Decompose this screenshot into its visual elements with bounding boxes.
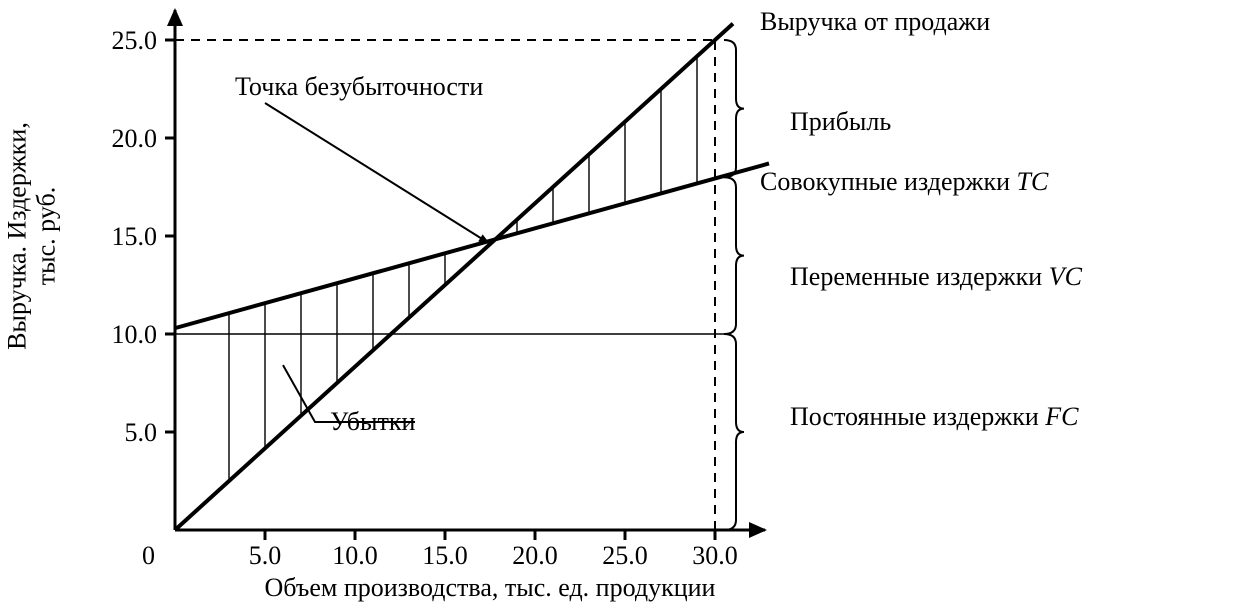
break-even-label: Точка безубыточности [235, 72, 483, 101]
profit-label: Прибыль [790, 107, 891, 136]
break-even-chart: { "canvas": { "width": 1253, "height": 6… [0, 0, 1253, 609]
x-axis-title: Объем производства, тыс. ед. продукции [265, 573, 716, 602]
y-axis-arrow-icon [167, 8, 183, 26]
x-tick-label: 10.0 [332, 541, 378, 570]
fc: Постоянные издержки FC [790, 402, 1079, 431]
origin-label: 0 [142, 541, 155, 570]
y-tick-label: 10.0 [112, 320, 158, 349]
x-tick-label: 20.0 [512, 541, 558, 570]
x-tick-label: 25.0 [602, 541, 648, 570]
x-axis-arrow-icon [749, 522, 767, 538]
fc_brace [724, 334, 744, 530]
x-tick-label: 30.0 [692, 541, 738, 570]
x-tick-label: 15.0 [422, 541, 468, 570]
break-even-pointer [265, 103, 490, 244]
total_cost: Совокупные издержки ТС [760, 167, 1049, 196]
y-axis-title: Выручка. Издержки,тыс. руб. [3, 122, 61, 350]
chart-svg: 5.0 10.0 15.0 20.0 25.0 5.0 10.0 15.0 20.0 25.0 30… [0, 0, 1253, 609]
y-tick-label: 25.0 [112, 26, 158, 55]
x-tick-label: 5.0 [249, 541, 282, 570]
y-tick-label: 20.0 [112, 124, 158, 153]
y-tick-label: 15.0 [112, 222, 158, 251]
revenue-label: Выручка от продажи [760, 7, 990, 36]
total-cost-line [175, 163, 769, 328]
profit_brace [724, 40, 744, 177]
vc: Переменные издержки VC [790, 262, 1083, 291]
y-tick-label: 5.0 [125, 418, 158, 447]
vc_brace [724, 177, 744, 334]
